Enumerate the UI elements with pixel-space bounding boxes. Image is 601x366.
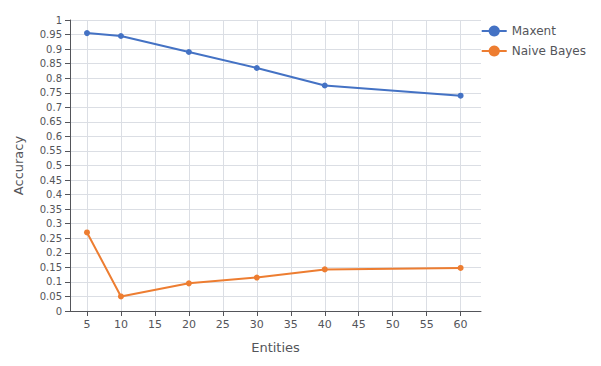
svg-text:55: 55 bbox=[420, 318, 434, 331]
svg-text:50: 50 bbox=[386, 318, 400, 331]
svg-text:0.3: 0.3 bbox=[46, 218, 62, 229]
svg-text:5: 5 bbox=[83, 318, 90, 331]
svg-text:0.7: 0.7 bbox=[46, 102, 62, 113]
svg-text:0: 0 bbox=[56, 306, 62, 317]
svg-text:Entities: Entities bbox=[251, 340, 300, 355]
svg-text:30: 30 bbox=[250, 318, 264, 331]
svg-text:1: 1 bbox=[56, 15, 62, 26]
svg-text:0.4: 0.4 bbox=[46, 189, 62, 200]
svg-text:Naive Bayes: Naive Bayes bbox=[512, 44, 586, 58]
svg-text:0.05: 0.05 bbox=[40, 291, 62, 302]
svg-text:0.5: 0.5 bbox=[46, 160, 62, 171]
svg-text:0.15: 0.15 bbox=[40, 262, 62, 273]
svg-text:0.85: 0.85 bbox=[40, 58, 62, 69]
svg-text:0.65: 0.65 bbox=[40, 116, 62, 127]
svg-text:25: 25 bbox=[216, 318, 230, 331]
svg-text:0.25: 0.25 bbox=[40, 233, 62, 244]
svg-text:45: 45 bbox=[352, 318, 366, 331]
svg-text:0.45: 0.45 bbox=[40, 175, 62, 186]
svg-text:0.6: 0.6 bbox=[46, 131, 62, 142]
svg-text:15: 15 bbox=[148, 318, 162, 331]
svg-text:0.35: 0.35 bbox=[40, 204, 62, 215]
svg-text:Accuracy: Accuracy bbox=[11, 136, 26, 196]
svg-text:0.1: 0.1 bbox=[46, 276, 62, 287]
svg-text:0.9: 0.9 bbox=[46, 44, 62, 55]
svg-text:0.95: 0.95 bbox=[40, 29, 62, 40]
svg-text:0.75: 0.75 bbox=[40, 87, 62, 98]
svg-text:10: 10 bbox=[114, 318, 128, 331]
svg-text:40: 40 bbox=[318, 318, 332, 331]
svg-text:20: 20 bbox=[182, 318, 196, 331]
svg-text:0.8: 0.8 bbox=[46, 73, 62, 84]
svg-text:0.55: 0.55 bbox=[40, 145, 62, 156]
svg-text:Maxent: Maxent bbox=[512, 24, 556, 38]
svg-text:35: 35 bbox=[284, 318, 298, 331]
svg-text:0.2: 0.2 bbox=[46, 247, 62, 258]
svg-text:60: 60 bbox=[454, 318, 468, 331]
